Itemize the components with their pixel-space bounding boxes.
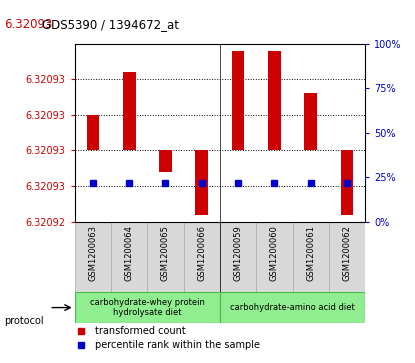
Bar bbox=[195, 150, 208, 215]
Text: GSM1200066: GSM1200066 bbox=[197, 225, 206, 281]
Bar bbox=[75, 292, 220, 323]
Bar bbox=[123, 72, 136, 150]
Text: GSM1200062: GSM1200062 bbox=[342, 225, 352, 281]
Text: GDS5390 / 1394672_at: GDS5390 / 1394672_at bbox=[42, 18, 178, 31]
Text: protocol: protocol bbox=[4, 316, 44, 326]
Text: GSM1200060: GSM1200060 bbox=[270, 225, 279, 281]
Text: GSM1200059: GSM1200059 bbox=[234, 225, 243, 281]
Bar bbox=[232, 51, 244, 150]
Text: GSM1200061: GSM1200061 bbox=[306, 225, 315, 281]
Bar bbox=[220, 292, 365, 323]
Text: transformed count: transformed count bbox=[95, 326, 186, 336]
Text: GSM1200065: GSM1200065 bbox=[161, 225, 170, 281]
Bar bbox=[147, 222, 183, 292]
Bar bbox=[183, 222, 220, 292]
Bar bbox=[304, 93, 317, 150]
Bar bbox=[220, 222, 256, 292]
Bar bbox=[256, 222, 293, 292]
Text: carbohydrate-amino acid diet: carbohydrate-amino acid diet bbox=[230, 303, 355, 312]
Bar bbox=[86, 115, 99, 150]
Text: GSM1200064: GSM1200064 bbox=[124, 225, 134, 281]
Text: percentile rank within the sample: percentile rank within the sample bbox=[95, 340, 260, 350]
Bar bbox=[111, 222, 147, 292]
Text: GSM1200063: GSM1200063 bbox=[88, 225, 98, 281]
Text: carbohydrate-whey protein
hydrolysate diet: carbohydrate-whey protein hydrolysate di… bbox=[90, 298, 205, 317]
Bar bbox=[329, 222, 365, 292]
Bar bbox=[341, 150, 354, 215]
Bar bbox=[75, 222, 111, 292]
Bar bbox=[293, 222, 329, 292]
Bar bbox=[159, 150, 172, 172]
Text: 6.32093: 6.32093 bbox=[4, 18, 53, 31]
Bar bbox=[268, 51, 281, 150]
